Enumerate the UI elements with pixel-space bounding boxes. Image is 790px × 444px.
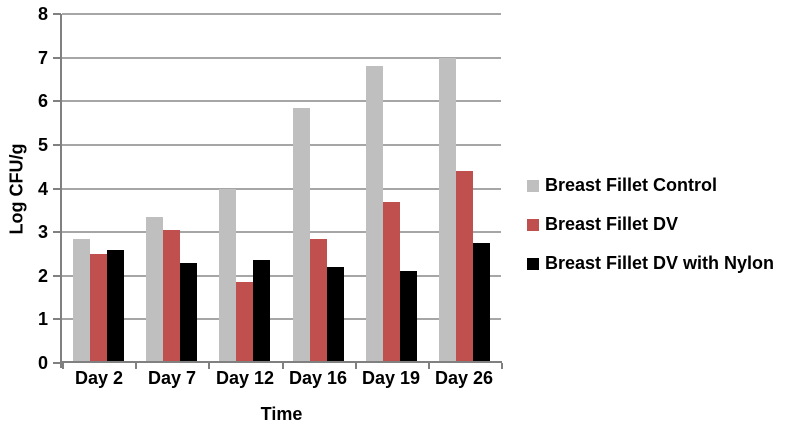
- y-tick-mark: [53, 144, 61, 146]
- x-category-label: Day 12: [215, 368, 275, 388]
- y-tick-mark: [53, 362, 61, 364]
- y-tick-mark: [53, 275, 61, 277]
- y-tick-label: 1: [37, 309, 48, 329]
- bar-breast-fillet-dv-day-16: [310, 239, 327, 363]
- x-tick-mark: [135, 363, 137, 369]
- bar-breast-fillet-dv-with-nylon-day-7: [180, 263, 197, 363]
- y-tick-mark: [53, 188, 61, 190]
- legend-item: Breast Fillet DV: [527, 214, 774, 235]
- bar-breast-fillet-dv-with-nylon-day-16: [327, 267, 344, 363]
- bar-breast-fillet-dv-day-7: [163, 230, 180, 363]
- y-tick-mark: [53, 100, 61, 102]
- x-tick-mark: [428, 363, 430, 369]
- bar-breast-fillet-control-day-16: [293, 108, 310, 363]
- gridline: [62, 275, 501, 277]
- legend: Breast Fillet Control Breast Fillet DV Bre…: [527, 175, 774, 292]
- breast-fillet-dv-swatch-icon: [527, 218, 539, 231]
- gridline: [62, 188, 501, 190]
- bar-breast-fillet-control-day-19: [366, 66, 383, 363]
- plot-area: [62, 13, 501, 363]
- bar-breast-fillet-dv-day-19: [383, 202, 400, 363]
- y-tick-label: 0: [37, 353, 48, 373]
- y-tick-mark: [53, 231, 61, 233]
- gridline: [62, 231, 501, 233]
- x-category-label: Day 19: [361, 368, 421, 388]
- bar-breast-fillet-dv-with-nylon-day-12: [253, 260, 270, 363]
- bar-breast-fillet-dv-day-2: [90, 254, 107, 363]
- y-tick-mark: [53, 57, 61, 59]
- y-axis-line: [60, 14, 62, 368]
- gridline: [62, 57, 501, 59]
- x-tick-mark: [62, 363, 64, 369]
- bar-breast-fillet-control-day-12: [219, 189, 236, 363]
- bar-breast-fillet-dv-with-nylon-day-26: [473, 243, 490, 363]
- y-tick-label: 2: [37, 266, 48, 286]
- x-tick-mark: [208, 363, 210, 369]
- y-tick-label: 4: [37, 179, 48, 199]
- x-category-label: Day 7: [147, 368, 197, 388]
- legend-item: Breast Fillet DV with Nylon: [527, 253, 774, 274]
- gridline: [62, 13, 501, 15]
- x-category-label: Day 26: [434, 368, 494, 388]
- bar-breast-fillet-dv-with-nylon-day-2: [107, 250, 124, 363]
- legend-label: Breast Fillet DV: [545, 214, 679, 234]
- y-tick-label: 6: [37, 91, 48, 111]
- gridline: [62, 318, 501, 320]
- legend-item: Breast Fillet Control: [527, 175, 774, 196]
- x-axis-title: Time: [260, 404, 303, 424]
- y-tick-label: 3: [37, 222, 48, 242]
- breast-fillet-dv-with-nylon-swatch-icon: [527, 257, 539, 270]
- y-tick-label: 5: [37, 135, 48, 155]
- y-tick-label: 7: [37, 48, 48, 68]
- y-tick-label: 8: [37, 4, 48, 24]
- bar-breast-fillet-dv-with-nylon-day-19: [400, 271, 417, 363]
- x-tick-mark: [355, 363, 357, 369]
- bar-breast-fillet-dv-day-26: [456, 171, 473, 363]
- x-category-label: Day 2: [74, 368, 124, 388]
- bar-breast-fillet-control-day-7: [146, 217, 163, 363]
- legend-label: Breast Fillet Control: [545, 175, 718, 195]
- bar-breast-fillet-control-day-26: [439, 58, 456, 363]
- legend-label: Breast Fillet DV with Nylon: [545, 253, 775, 273]
- bar-breast-fillet-dv-day-12: [236, 282, 253, 363]
- y-tick-mark: [53, 13, 61, 15]
- x-axis-line: [62, 361, 502, 363]
- bar-breast-fillet-control-day-2: [73, 239, 90, 363]
- x-category-label: Day 16: [288, 368, 348, 388]
- breast-fillet-control-swatch-icon: [527, 179, 539, 192]
- gridline: [62, 144, 501, 146]
- gridline: [62, 100, 501, 102]
- x-tick-mark: [501, 363, 503, 369]
- x-tick-mark: [282, 363, 284, 369]
- y-tick-mark: [53, 318, 61, 320]
